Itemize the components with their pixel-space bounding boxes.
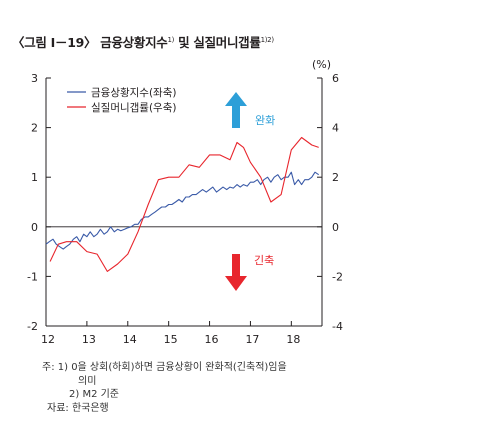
title-footnote-2: 1)2) bbox=[260, 36, 274, 44]
left-axis-ticks: 3 2 1 0 -1 -2 bbox=[27, 72, 51, 333]
x-tick-label: 18 bbox=[286, 333, 300, 346]
legend: 금융상황지수(좌축) 실질머니갭률(우축) bbox=[67, 87, 176, 114]
ease-label: 완화 bbox=[255, 114, 275, 127]
left-tick-label: 3 bbox=[31, 72, 38, 85]
left-tick-label: -2 bbox=[27, 320, 38, 333]
left-tick-label: 0 bbox=[31, 221, 38, 234]
fci-line bbox=[45, 171, 320, 250]
x-tick-label: 15 bbox=[164, 333, 178, 346]
x-axis-ticks: 12 13 14 15 16 17 18 bbox=[41, 321, 300, 346]
right-axis-ticks: 6 4 2 0 -2 -4 bbox=[317, 72, 343, 333]
plot-frame bbox=[45, 78, 323, 327]
x-tick-label: 13 bbox=[82, 333, 96, 346]
footnote-2: 2) M2 기준 bbox=[69, 389, 120, 400]
footnotes: 주: 1) 0을 상회(하회)하면 금융상황이 완화적(긴축적)임을 의미 2)… bbox=[42, 361, 287, 415]
right-tick-label: -4 bbox=[332, 320, 343, 333]
chart-title: 〈그림 Ⅰ－19〉 금융상황지수1) 및 실질머니갭률1)2) bbox=[12, 32, 274, 51]
right-tick-label: -2 bbox=[332, 270, 343, 283]
footnote-1-cont: 의미 bbox=[78, 375, 97, 387]
footnote-1: 주: 1) 0을 상회(하회)하면 금융상황이 완화적(긴축적)임을 bbox=[42, 362, 287, 373]
right-tick-label: 2 bbox=[332, 171, 339, 184]
legend-label: 실질머니갭률(우축) bbox=[91, 102, 176, 114]
tight-arrow-icon bbox=[225, 254, 247, 291]
ease-arrow-icon bbox=[225, 92, 247, 128]
title-main: 금융상황지수 bbox=[100, 35, 168, 50]
title-mid: 및 실질머니갭률 bbox=[174, 35, 261, 50]
figure-number: 〈그림 Ⅰ－19〉 bbox=[12, 35, 97, 50]
x-tick-label: 12 bbox=[41, 333, 55, 346]
left-tick-label: 2 bbox=[31, 122, 38, 135]
series-lines bbox=[45, 136, 320, 272]
x-tick-label: 17 bbox=[245, 333, 259, 346]
money-gap-line bbox=[49, 136, 319, 272]
legend-label: 금융상황지수(좌축) bbox=[91, 87, 176, 99]
title-footnote-1: 1) bbox=[167, 36, 175, 44]
right-tick-label: 6 bbox=[332, 72, 339, 85]
right-tick-label: 0 bbox=[332, 221, 339, 234]
source-note: 자료: 한국은행 bbox=[47, 402, 109, 414]
left-tick-label: -1 bbox=[27, 270, 38, 283]
left-tick-label: 1 bbox=[31, 171, 38, 184]
right-axis-unit: (%) bbox=[312, 58, 331, 71]
tight-label: 긴축 bbox=[254, 254, 274, 267]
x-tick-label: 16 bbox=[205, 333, 219, 346]
x-tick-label: 14 bbox=[123, 333, 137, 346]
right-tick-label: 4 bbox=[332, 122, 339, 135]
